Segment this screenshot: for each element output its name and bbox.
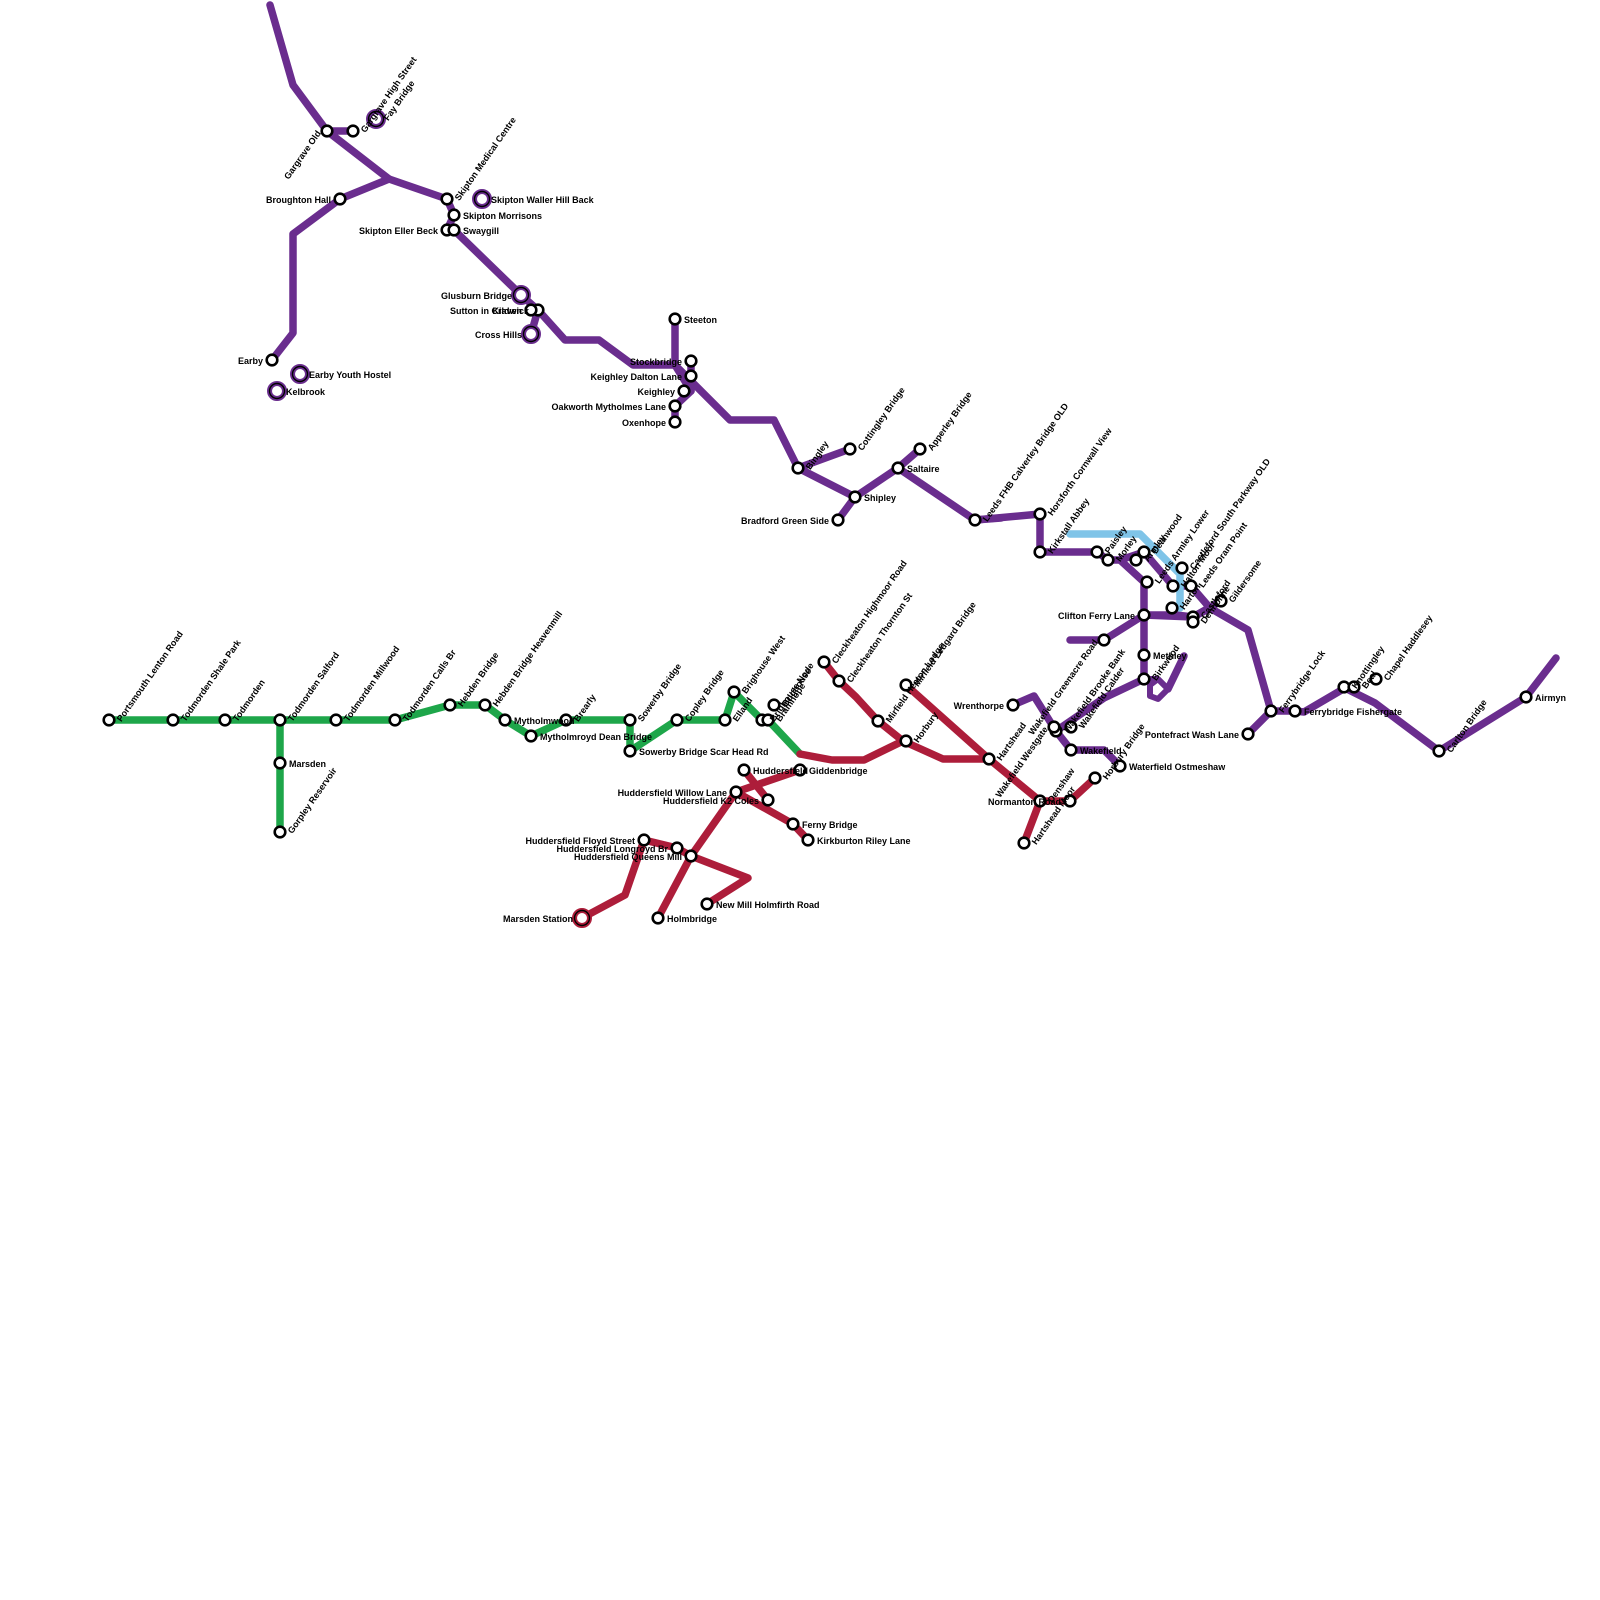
svg-text:Sutton in Craven: Sutton in Craven <box>450 306 522 316</box>
svg-text:Earby Youth Hostel: Earby Youth Hostel <box>309 370 391 380</box>
svg-text:Swaygill: Swaygill <box>463 226 499 236</box>
svg-text:Shipley: Shipley <box>864 493 896 503</box>
svg-text:Broughton Hall: Broughton Hall <box>266 195 331 205</box>
svg-text:Saltaire: Saltaire <box>907 464 940 474</box>
svg-text:New Mill Holmfirth Road: New Mill Holmfirth Road <box>716 900 820 910</box>
svg-text:Huddersfield: Huddersfield <box>753 766 808 776</box>
svg-text:Steeton: Steeton <box>684 315 717 325</box>
svg-text:Holmbridge: Holmbridge <box>667 914 717 924</box>
svg-text:Huddersfield K2 Coles: Huddersfield K2 Coles <box>663 796 759 806</box>
svg-text:Mytholmwood: Mytholmwood <box>514 716 575 726</box>
svg-text:Ferny Bridge: Ferny Bridge <box>802 820 858 830</box>
svg-text:Stockbridge: Stockbridge <box>630 357 682 367</box>
svg-text:Ferrybridge Fishergate: Ferrybridge Fishergate <box>1304 707 1402 717</box>
svg-text:Kelbrook: Kelbrook <box>286 387 326 397</box>
svg-text:Giddenbridge: Giddenbridge <box>809 766 868 776</box>
svg-text:Sowerby Bridge Scar Head Rd: Sowerby Bridge Scar Head Rd <box>639 747 769 757</box>
svg-text:Oakworth Mytholmes Lane: Oakworth Mytholmes Lane <box>551 402 666 412</box>
svg-text:Wrenthorpe: Wrenthorpe <box>954 701 1004 711</box>
svg-text:Clifton Ferry Lane: Clifton Ferry Lane <box>1058 611 1135 621</box>
svg-text:Mytholmroyd Dean Bridge: Mytholmroyd Dean Bridge <box>540 732 652 742</box>
svg-text:Huddersfield Queens Mill: Huddersfield Queens Mill <box>574 852 682 862</box>
svg-text:Pontefract Wash Lane: Pontefract Wash Lane <box>1145 730 1239 740</box>
svg-text:Keighley: Keighley <box>637 387 675 397</box>
svg-text:Normanton Road: Normanton Road <box>988 797 1061 807</box>
svg-text:Glusburn Bridge: Glusburn Bridge <box>441 291 512 301</box>
svg-text:Oxenhope: Oxenhope <box>622 418 666 428</box>
svg-text:Cross Hills: Cross Hills <box>475 330 522 340</box>
svg-text:Marsden: Marsden <box>289 759 326 769</box>
svg-text:Earby: Earby <box>238 356 263 366</box>
svg-text:Bradford Green Side: Bradford Green Side <box>741 516 829 526</box>
svg-text:Keighley Dalton Lane: Keighley Dalton Lane <box>590 372 682 382</box>
svg-text:Airmyn: Airmyn <box>1535 693 1566 703</box>
svg-text:Skipton Eller Beck: Skipton Eller Beck <box>359 226 439 236</box>
svg-text:Skipton Morrisons: Skipton Morrisons <box>463 211 542 221</box>
svg-text:Skipton Waller Hill Back: Skipton Waller Hill Back <box>491 195 595 205</box>
svg-text:Waterfield Ostmeshaw: Waterfield Ostmeshaw <box>1129 762 1226 772</box>
svg-text:Marsden Station: Marsden Station <box>503 914 573 924</box>
svg-text:Kirkburton Riley Lane: Kirkburton Riley Lane <box>817 836 911 846</box>
